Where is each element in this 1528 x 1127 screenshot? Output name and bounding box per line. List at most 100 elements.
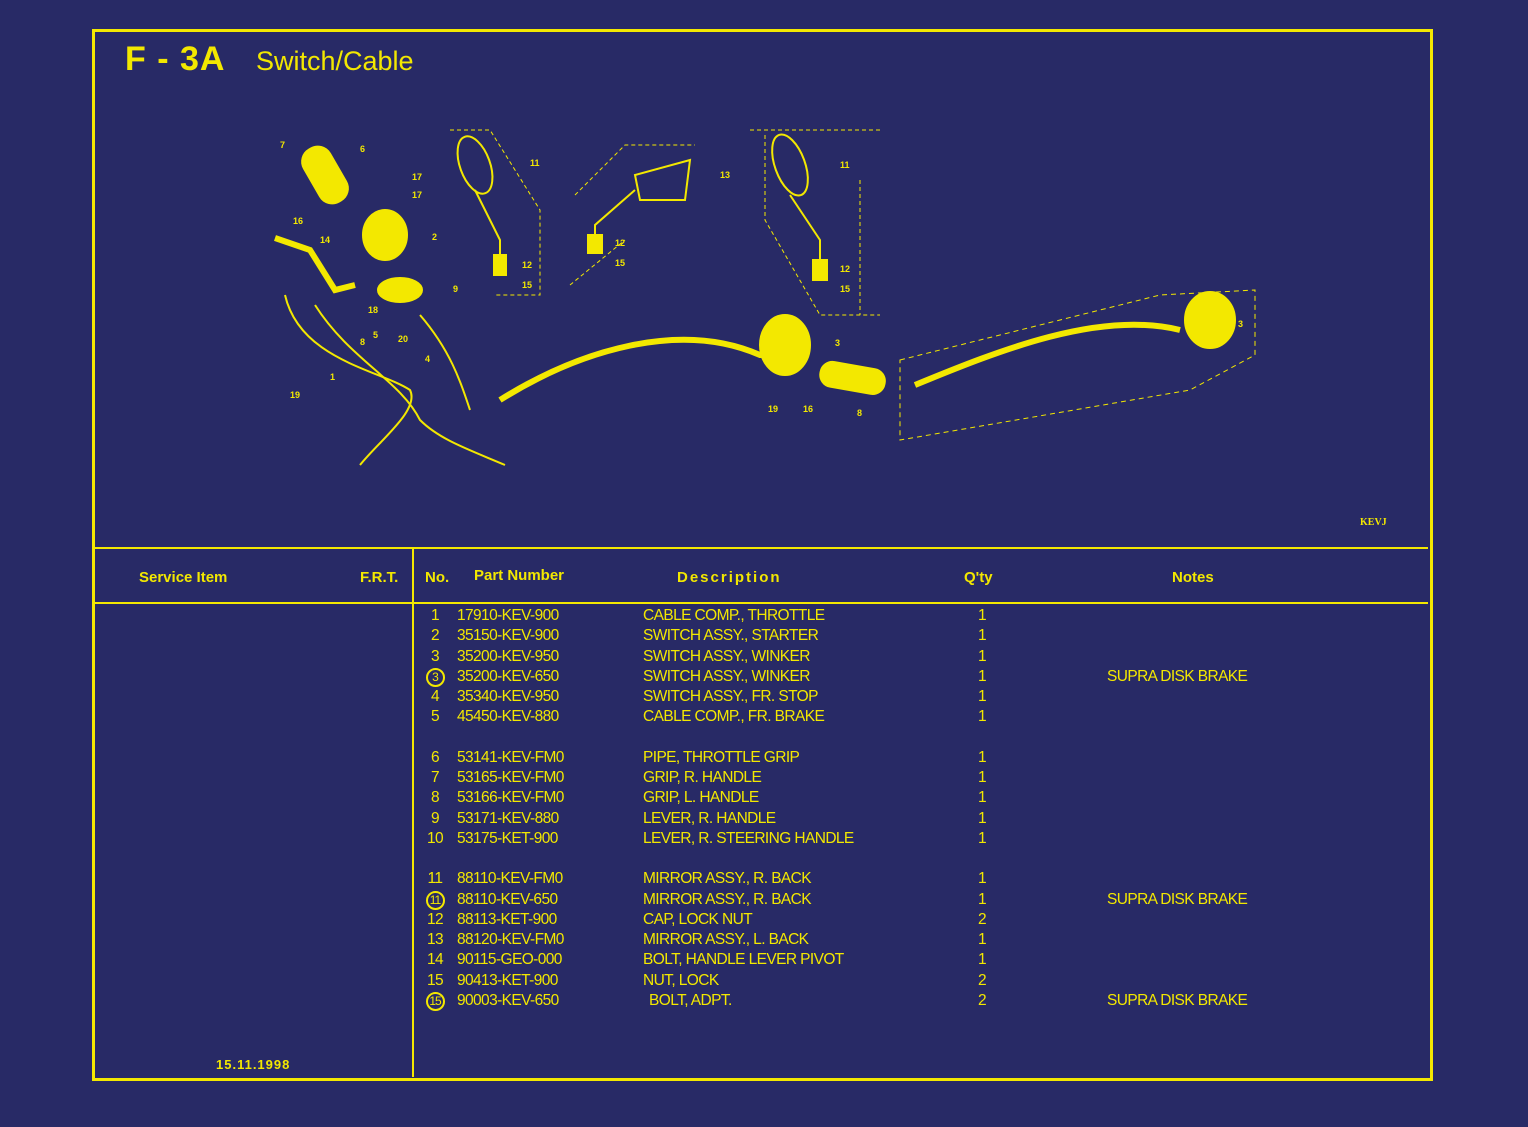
- description: CABLE COMP., FR. BRAKE: [643, 708, 825, 726]
- circled-item-number: 15: [425, 991, 445, 1011]
- quantity: 1: [977, 951, 987, 969]
- item-number: 15: [420, 991, 450, 1011]
- item-number: 3: [430, 647, 440, 665]
- callout-number: 19: [768, 404, 778, 414]
- quantity: 1: [977, 748, 987, 766]
- left-switch-drawing: [759, 314, 886, 395]
- callout-number: 12: [615, 238, 625, 248]
- part-number: 88110-KEV-FM0: [457, 870, 563, 888]
- part-number: 88110-KEV-650: [457, 890, 558, 908]
- callout-number: 12: [522, 260, 532, 270]
- right-mirror-drawing: [450, 129, 541, 296]
- callout-number: 11: [840, 160, 850, 170]
- part-number: 53165-KEV-FM0: [457, 769, 564, 786]
- header-service-item: Service Item: [139, 569, 228, 586]
- description: GRIP, R. HANDLE: [643, 769, 762, 786]
- description: SWITCH ASSY., WINKER: [643, 667, 810, 685]
- diagram-code: KEVJ: [1360, 517, 1387, 528]
- item-number: 5: [430, 708, 440, 726]
- item-number: 10: [426, 829, 444, 847]
- diagram-callouts: 7 6 17 17 16 14 2 11 12 15 13 12 15 11 12 15 9 18 5 20 4 1 19 8…: [280, 140, 1243, 418]
- callout-number: 12: [840, 264, 850, 274]
- item-number: 15: [426, 971, 444, 989]
- right-grip-drawing: [301, 145, 349, 205]
- item-number: 9: [430, 809, 440, 827]
- part-number: 88120-KEV-FM0: [457, 931, 564, 948]
- quantity: 1: [977, 769, 987, 786]
- item-number: 14: [426, 951, 444, 969]
- callout-number: 15: [840, 284, 850, 294]
- item-number: 1: [430, 607, 440, 624]
- throttle-cable-drawing: [284, 294, 413, 466]
- item-number: 11: [427, 870, 443, 888]
- brake-cable-drawing: [314, 304, 506, 466]
- item-number: 12: [426, 910, 444, 928]
- header-no: No.: [425, 569, 450, 586]
- description: LEVER, R. HANDLE: [643, 809, 776, 827]
- table-column-divider: [412, 548, 414, 1077]
- quantity: 1: [977, 789, 987, 807]
- item-number: 7: [430, 769, 440, 786]
- callout-number: 17: [412, 172, 422, 182]
- callout-number: 17: [412, 190, 422, 200]
- notes: SUPRA DISK BRAKE: [1107, 667, 1248, 685]
- quantity: 1: [977, 647, 987, 665]
- part-number: 53175-KET-900: [457, 829, 558, 847]
- part-number: 90003-KEV-650: [457, 991, 559, 1009]
- quantity: 1: [977, 667, 987, 685]
- notes: SUPRA DISK BRAKE: [1107, 991, 1248, 1009]
- header-qty: Q'ty: [964, 569, 993, 586]
- callout-number: 5: [373, 330, 378, 340]
- circled-item-number: 3: [425, 667, 445, 687]
- quantity: 1: [977, 627, 987, 645]
- table-header-divider: [95, 602, 1428, 604]
- callout-number: 16: [803, 404, 813, 414]
- item-number: 6: [430, 748, 440, 766]
- notes: SUPRA DISK BRAKE: [1107, 890, 1248, 908]
- description: MIRROR ASSY., R. BACK: [643, 870, 812, 888]
- part-number: 53166-KEV-FM0: [457, 789, 564, 807]
- header-frt: F.R.T.: [360, 569, 399, 586]
- header-description: Description: [677, 569, 782, 586]
- quantity: 1: [977, 829, 987, 847]
- issue-date: 15.11.1998: [216, 1057, 291, 1072]
- header-notes: Notes: [1172, 569, 1214, 586]
- part-number: 90115-GEO-000: [457, 951, 562, 969]
- callout-number: 2: [432, 232, 437, 242]
- callout-number: 3: [835, 338, 840, 348]
- description: GRIP, L. HANDLE: [643, 789, 759, 807]
- callout-number: 8: [360, 337, 365, 347]
- callout-number: 4: [425, 354, 430, 364]
- quantity: 1: [977, 607, 987, 624]
- quantity: 1: [977, 688, 987, 705]
- quantity: 1: [977, 890, 987, 908]
- stop-switch-cable-drawing: [419, 314, 471, 411]
- part-number: 88113-KET-900: [457, 910, 557, 928]
- parts-diagram: 7 6 17 17 16 14 2 11 12 15 13 12 15 11 12 15 9 18 5 20 4 1 19 8…: [274, 129, 1256, 466]
- quantity: 2: [977, 910, 987, 928]
- part-number: 35200-KEV-950: [457, 647, 559, 665]
- description: MIRROR ASSY., R. BACK: [643, 890, 812, 908]
- section-title: Switch/Cable: [256, 46, 414, 76]
- callout-number: 14: [320, 235, 330, 245]
- callout-number: 19: [290, 390, 300, 400]
- callout-number: 8: [857, 408, 862, 418]
- alt-switch-drawing: [899, 289, 1256, 441]
- item-number: 11: [420, 890, 450, 910]
- part-number: 90413-KET-900: [457, 971, 558, 989]
- handlebar-harness-drawing: [498, 336, 780, 403]
- description: PIPE, THROTTLE GRIP: [643, 748, 800, 766]
- callout-number: 15: [522, 280, 532, 290]
- description: NUT, LOCK: [643, 971, 719, 989]
- part-number: 53171-KEV-880: [457, 809, 559, 827]
- callout-number: 6: [360, 144, 365, 154]
- quantity: 1: [977, 708, 987, 726]
- description: CAP, LOCK NUT: [643, 910, 753, 928]
- part-number: 17910-KEV-900: [457, 607, 559, 624]
- item-number: 4: [430, 688, 440, 705]
- description: CABLE COMP., THROTTLE: [643, 607, 825, 624]
- callout-number: 1: [330, 372, 335, 382]
- page-frame: [92, 29, 1433, 1081]
- item-number: 8: [430, 789, 440, 807]
- left-mirror-drawing: [569, 144, 695, 286]
